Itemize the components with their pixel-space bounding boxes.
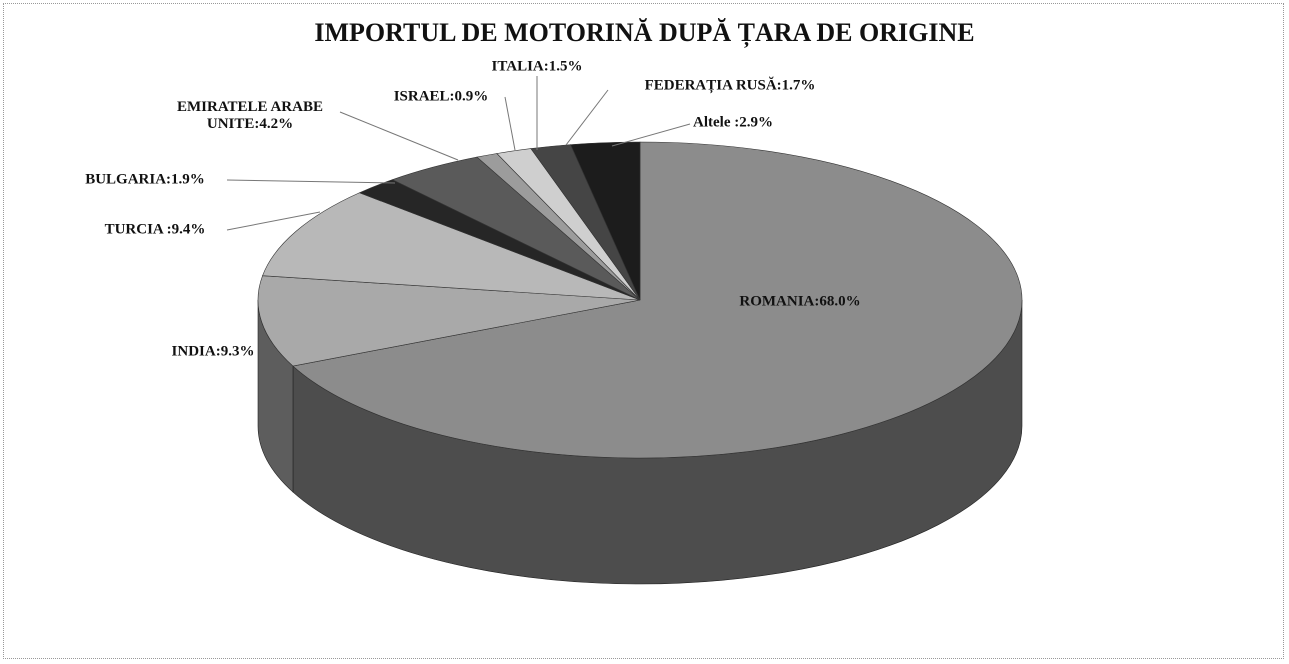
- leader-line: [611, 123, 691, 147]
- data-label: TURCIA :9.4%: [104, 221, 206, 238]
- leader-line: [504, 96, 516, 151]
- data-label: BULGARIA:1.9%: [85, 171, 205, 188]
- data-label: INDIA:9.3%: [171, 343, 255, 360]
- leader-line: [226, 211, 321, 231]
- slice: [262, 192, 641, 301]
- data-label: EMIRATELE ARABE UNITE:4.2%: [176, 99, 323, 132]
- slice: [292, 141, 1023, 459]
- data-label: Altele :2.9%: [693, 114, 773, 131]
- data-label: ROMANIA:68.0%: [739, 293, 861, 310]
- chart-title: IMPORTUL DE MOTORINĂ DUPĂ ȚARA DE ORIGIN…: [314, 18, 975, 47]
- slice: [570, 141, 641, 301]
- data-label: FEDERAȚIA RUSĂ:1.7%: [644, 77, 816, 94]
- slice: [257, 275, 641, 367]
- data-label: ISRAEL:0.9%: [393, 88, 489, 105]
- data-label: ITALIA:1.5%: [491, 58, 583, 75]
- leader-line: [226, 179, 396, 184]
- leader-line: [565, 89, 609, 146]
- frame: [3, 3, 1284, 659]
- leader-line: [339, 111, 459, 161]
